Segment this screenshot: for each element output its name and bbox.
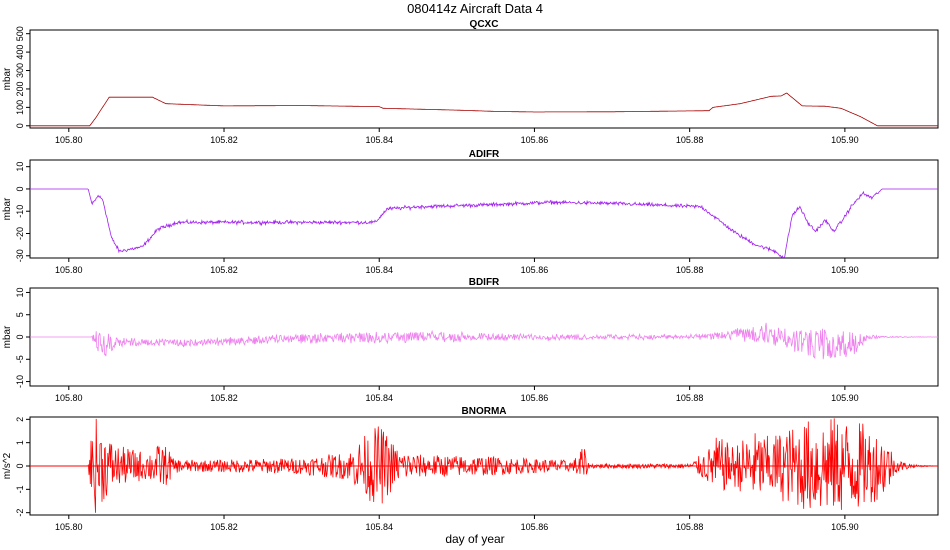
y-tick-label: 200	[15, 81, 25, 96]
x-tick-label: 105.88	[676, 393, 704, 403]
y-tick-label: 500	[15, 26, 25, 41]
y-tick-label: 5	[15, 312, 25, 317]
y-tick-label: 0	[15, 463, 25, 468]
x-tick-label: 105.82	[210, 265, 238, 275]
x-tick-label: 105.86	[521, 135, 549, 145]
panel-bnorma: BNORMA m/s^2 -2 -1 0 1 2 105.80 105.82 105.84 105.…	[2, 406, 939, 532]
x-tick-label: 105.86	[521, 265, 549, 275]
y-tick-label: 10	[15, 162, 25, 172]
x-tick-label: 105.90	[831, 265, 859, 275]
x-tick-label: 105.80	[55, 135, 83, 145]
x-tick-label: 105.86	[521, 393, 549, 403]
series-line-bnorma	[30, 418, 938, 513]
y-axis-label: mbar	[2, 67, 13, 90]
panel-title: BDIFR	[469, 277, 500, 288]
y-tick-label: 0	[15, 123, 25, 128]
x-tick-label: 105.80	[55, 393, 83, 403]
y-tick-label: -5	[15, 355, 25, 363]
x-tick-label: 105.90	[831, 522, 859, 532]
x-tick-label: 105.84	[365, 393, 393, 403]
plot-frame	[29, 29, 939, 129]
y-axis-label: m/s^2	[2, 452, 13, 479]
panel-qcxc: QCXC mbar 0 100 200 300 400 500 105.80 105.82 105.…	[2, 19, 939, 145]
y-tick-label: 1	[15, 440, 25, 445]
y-tick-label: -10	[15, 205, 25, 218]
x-tick-label: 105.88	[676, 522, 704, 532]
x-tick-label: 105.86	[521, 522, 549, 532]
y-tick-label: 0	[15, 186, 25, 191]
x-tick-label: 105.90	[831, 135, 859, 145]
series-line-qcxc	[30, 92, 938, 127]
panel-title: QCXC	[470, 19, 499, 30]
y-tick-label: -2	[15, 509, 25, 517]
panel-bdifr: BDIFR mbar -10 -5 0 5 10 105.80 105.82 105.84 105.…	[2, 277, 939, 403]
series-line-adifr	[30, 188, 938, 258]
x-tick-label: 105.84	[365, 265, 393, 275]
y-tick-label: 300	[15, 63, 25, 78]
x-tick-label: 105.82	[210, 135, 238, 145]
panel-title: BNORMA	[462, 406, 507, 417]
main-title: 080414z Aircraft Data 4	[407, 1, 543, 16]
x-tick-label: 105.88	[676, 135, 704, 145]
y-tick-label: -10	[15, 375, 25, 388]
series-line-bdifr	[30, 322, 938, 360]
y-tick-label: -20	[15, 227, 25, 240]
panel-adifr: ADIFR mbar -30 -20 -10 0 10 105.80 105.82 105.84 1…	[2, 149, 939, 275]
x-axis-label: day of year	[445, 532, 504, 546]
y-tick-label: 100	[15, 100, 25, 115]
x-tick-label: 105.82	[210, 522, 238, 532]
y-axis-label: mbar	[2, 325, 13, 348]
panel-title: ADIFR	[469, 149, 500, 160]
y-tick-label: -30	[15, 249, 25, 262]
plot-frame	[29, 159, 939, 259]
y-tick-label: 400	[15, 45, 25, 60]
y-tick-label: -1	[15, 485, 25, 493]
y-tick-label: 10	[15, 287, 25, 297]
y-axis-label: mbar	[2, 197, 13, 220]
x-tick-label: 105.82	[210, 393, 238, 403]
x-tick-label: 105.80	[55, 265, 83, 275]
x-tick-label: 105.84	[365, 522, 393, 532]
x-tick-label: 105.90	[831, 393, 859, 403]
plot-frame	[29, 287, 939, 387]
y-tick-label: 0	[15, 334, 25, 339]
x-tick-label: 105.80	[55, 522, 83, 532]
x-tick-label: 105.88	[676, 265, 704, 275]
x-tick-label: 105.84	[365, 135, 393, 145]
y-tick-label: 2	[15, 417, 25, 422]
